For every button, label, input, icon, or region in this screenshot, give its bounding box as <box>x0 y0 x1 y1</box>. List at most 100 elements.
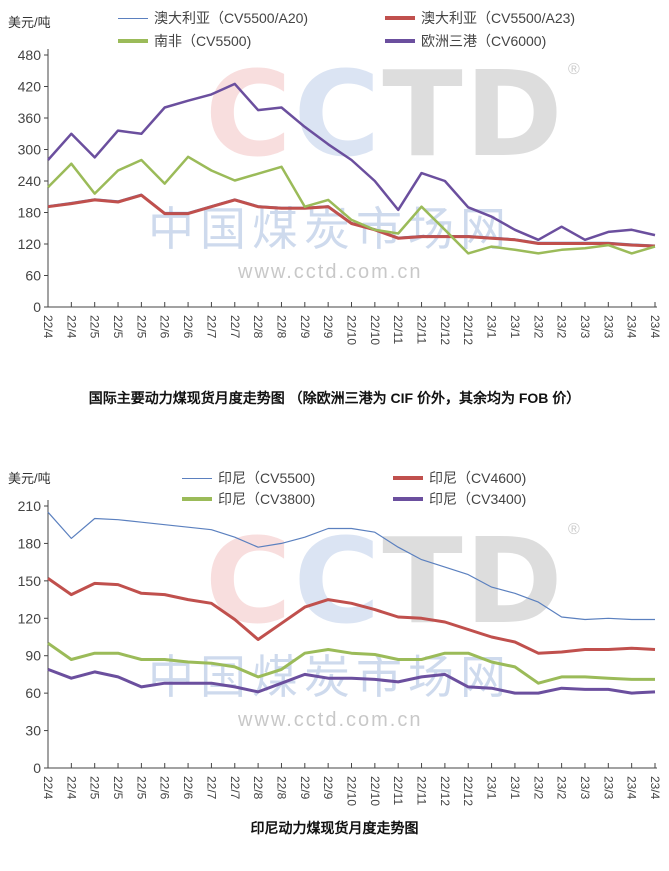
legend-label: 欧洲三港（CV6000) <box>421 33 547 49</box>
x-tick-label: 22/7 <box>228 776 242 800</box>
legend-item: 印尼（CV3400) <box>393 489 526 509</box>
legend-swatch <box>385 16 415 20</box>
x-tick-label: 23/2 <box>531 315 545 339</box>
x-tick-label: 22/10 <box>368 315 382 345</box>
x-tick-label: 22/11 <box>391 315 405 344</box>
chart-title: 印尼动力煤现货月度走势图 <box>250 820 419 836</box>
x-tick-label: 22/11 <box>391 776 405 805</box>
x-tick-label: 22/5 <box>88 776 102 800</box>
x-tick-label: 23/4 <box>648 315 662 339</box>
x-tick-label: 22/4 <box>41 776 55 800</box>
legend-label: 印尼（CV3400) <box>429 491 527 507</box>
legend-item: 印尼（CV4600) <box>393 468 526 488</box>
y-tick-label: 120 <box>18 236 42 252</box>
legend-item: 印尼（CV3800) <box>182 489 315 509</box>
x-tick-label: 23/3 <box>578 776 592 800</box>
legend-label: 澳大利亚（CV5500/A20) <box>154 10 309 26</box>
x-tick-label: 22/7 <box>204 776 218 800</box>
y-tick-label: 480 <box>18 47 42 63</box>
x-tick-label: 23/3 <box>601 315 615 339</box>
x-tick-label: 23/2 <box>531 776 545 800</box>
chart-title: 国际主要动力煤现货月度走势图 （除欧洲三港为 CIF 价外，其余均为 FOB 价… <box>88 390 581 406</box>
x-tick-label: 22/7 <box>228 315 242 339</box>
x-tick-label: 22/5 <box>134 315 148 339</box>
x-tick-label: 23/3 <box>601 776 615 800</box>
y-tick-label: 120 <box>18 610 42 626</box>
x-tick-label: 22/6 <box>181 776 195 800</box>
chart-plot: 0 60 120 180 240 300 360 420 480 22/4 22/4 22/5 22/5… <box>18 47 662 345</box>
y-tick-label: 420 <box>18 79 42 95</box>
legend-item: 南非（CV5500) <box>118 31 251 51</box>
legend-swatch <box>118 17 148 19</box>
legend-item: 印尼（CV5500) <box>182 468 315 488</box>
x-tick-label: 22/10 <box>368 776 382 806</box>
x-tick-label: 22/4 <box>64 315 78 339</box>
x-tick-label: 23/1 <box>485 776 499 800</box>
y-axis-unit: 美元/吨 <box>8 15 51 30</box>
y-tick-label: 0 <box>33 760 41 776</box>
y-tick-label: 300 <box>18 142 42 158</box>
x-tick-label: 23/4 <box>625 315 639 339</box>
x-tick-label: 22/9 <box>321 776 335 800</box>
x-tick-label: 22/8 <box>274 776 288 800</box>
y-tick-label: 90 <box>25 648 41 664</box>
x-tick-label: 22/5 <box>134 776 148 800</box>
x-tick-label: 22/5 <box>111 315 125 339</box>
x-tick-label: 22/8 <box>251 776 265 800</box>
chart-plot: 0 30 60 90 120 150 180 210 22/4 22/4 22/5 22/5 22/5 2… <box>18 498 662 806</box>
x-tick-label: 23/3 <box>578 315 592 339</box>
x-tick-label: 23/4 <box>648 776 662 800</box>
x-tick-label: 23/2 <box>555 776 569 800</box>
legend-swatch <box>393 476 423 480</box>
legend-swatch <box>182 477 212 479</box>
series-line-2 <box>47 155 656 255</box>
x-tick-label: 22/9 <box>321 315 335 339</box>
x-tick-label: 22/11 <box>415 315 429 344</box>
series-line-0 <box>47 511 655 621</box>
y-tick-label: 360 <box>18 110 42 126</box>
legend-swatch <box>182 497 212 501</box>
x-tick-label: 22/8 <box>251 315 265 339</box>
legend-label: 印尼（CV3800) <box>218 491 316 507</box>
series-line-1 <box>47 193 656 248</box>
x-tick-label: 22/9 <box>298 776 312 800</box>
y-tick-label: 180 <box>18 535 42 551</box>
x-tick-label: 23/4 <box>625 776 639 800</box>
series-line-2 <box>47 641 655 685</box>
y-tick-label: 0 <box>33 299 41 315</box>
legend-label: 印尼（CV5500) <box>218 470 316 486</box>
x-tick-label: 22/12 <box>438 315 452 345</box>
x-tick-label: 22/12 <box>461 776 475 806</box>
legend-item: 澳大利亚（CV5500/A23) <box>385 8 575 28</box>
y-tick-label: 210 <box>18 498 42 514</box>
legend-swatch <box>118 39 148 43</box>
x-tick-label: 23/2 <box>555 315 569 339</box>
series-line-1 <box>47 577 656 655</box>
x-tick-label: 22/10 <box>345 315 359 345</box>
x-tick-label: 23/1 <box>508 315 522 339</box>
series-line-3 <box>47 667 656 695</box>
legend-item: 欧洲三港（CV6000) <box>385 31 546 51</box>
y-tick-label: 30 <box>25 723 41 739</box>
x-tick-label: 22/12 <box>438 776 452 806</box>
x-tick-label: 23/1 <box>508 776 522 800</box>
indonesia-coal-chart: CCTD ® 中国煤炭市场网 www.cctd.com.cn 0 30 60 90 12… <box>0 460 669 871</box>
x-tick-label: 23/1 <box>485 315 499 339</box>
y-tick-label: 60 <box>25 685 41 701</box>
y-tick-label: 150 <box>18 573 42 589</box>
x-tick-label: 22/8 <box>274 315 288 339</box>
legend-label: 印尼（CV4600) <box>429 470 527 486</box>
x-tick-label: 22/5 <box>88 315 102 339</box>
x-tick-label: 22/10 <box>345 776 359 806</box>
x-tick-label: 22/5 <box>111 776 125 800</box>
legend-swatch <box>393 497 423 501</box>
legend-item: 澳大利亚（CV5500/A20) <box>118 8 308 28</box>
x-tick-label: 22/12 <box>461 315 475 345</box>
y-tick-label: 180 <box>18 205 42 221</box>
legend-label: 澳大利亚（CV5500/A23) <box>421 10 576 26</box>
international-coal-chart: CCTD ® 中国煤炭市场网 www.cctd.com.cn 0 60 120 180… <box>0 0 669 420</box>
x-tick-label: 22/11 <box>415 776 429 805</box>
series-line-3 <box>47 82 656 242</box>
legend-label: 南非（CV5500) <box>154 33 252 49</box>
y-tick-label: 240 <box>18 173 42 189</box>
